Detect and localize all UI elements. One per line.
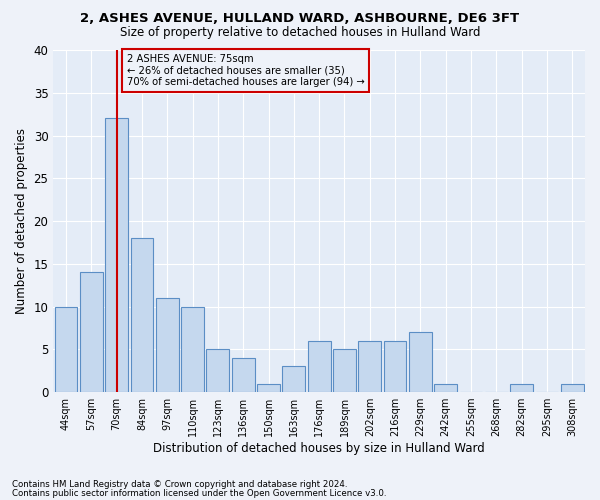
- Bar: [257, 384, 280, 392]
- Bar: [181, 306, 204, 392]
- Text: 2 ASHES AVENUE: 75sqm
← 26% of detached houses are smaller (35)
70% of semi-deta: 2 ASHES AVENUE: 75sqm ← 26% of detached …: [127, 54, 364, 88]
- Bar: [561, 384, 584, 392]
- Bar: [232, 358, 254, 392]
- Bar: [384, 341, 406, 392]
- Bar: [105, 118, 128, 392]
- Bar: [409, 332, 432, 392]
- Bar: [308, 341, 331, 392]
- Bar: [434, 384, 457, 392]
- Text: Contains public sector information licensed under the Open Government Licence v3: Contains public sector information licen…: [12, 488, 386, 498]
- Bar: [358, 341, 381, 392]
- Text: Size of property relative to detached houses in Hulland Ward: Size of property relative to detached ho…: [120, 26, 480, 39]
- Text: 2, ASHES AVENUE, HULLAND WARD, ASHBOURNE, DE6 3FT: 2, ASHES AVENUE, HULLAND WARD, ASHBOURNE…: [80, 12, 520, 26]
- Bar: [156, 298, 179, 392]
- Y-axis label: Number of detached properties: Number of detached properties: [15, 128, 28, 314]
- Bar: [131, 238, 154, 392]
- Bar: [55, 306, 77, 392]
- Bar: [333, 350, 356, 392]
- Bar: [80, 272, 103, 392]
- Bar: [283, 366, 305, 392]
- Text: Contains HM Land Registry data © Crown copyright and database right 2024.: Contains HM Land Registry data © Crown c…: [12, 480, 347, 489]
- X-axis label: Distribution of detached houses by size in Hulland Ward: Distribution of detached houses by size …: [153, 442, 485, 455]
- Bar: [511, 384, 533, 392]
- Bar: [206, 350, 229, 392]
